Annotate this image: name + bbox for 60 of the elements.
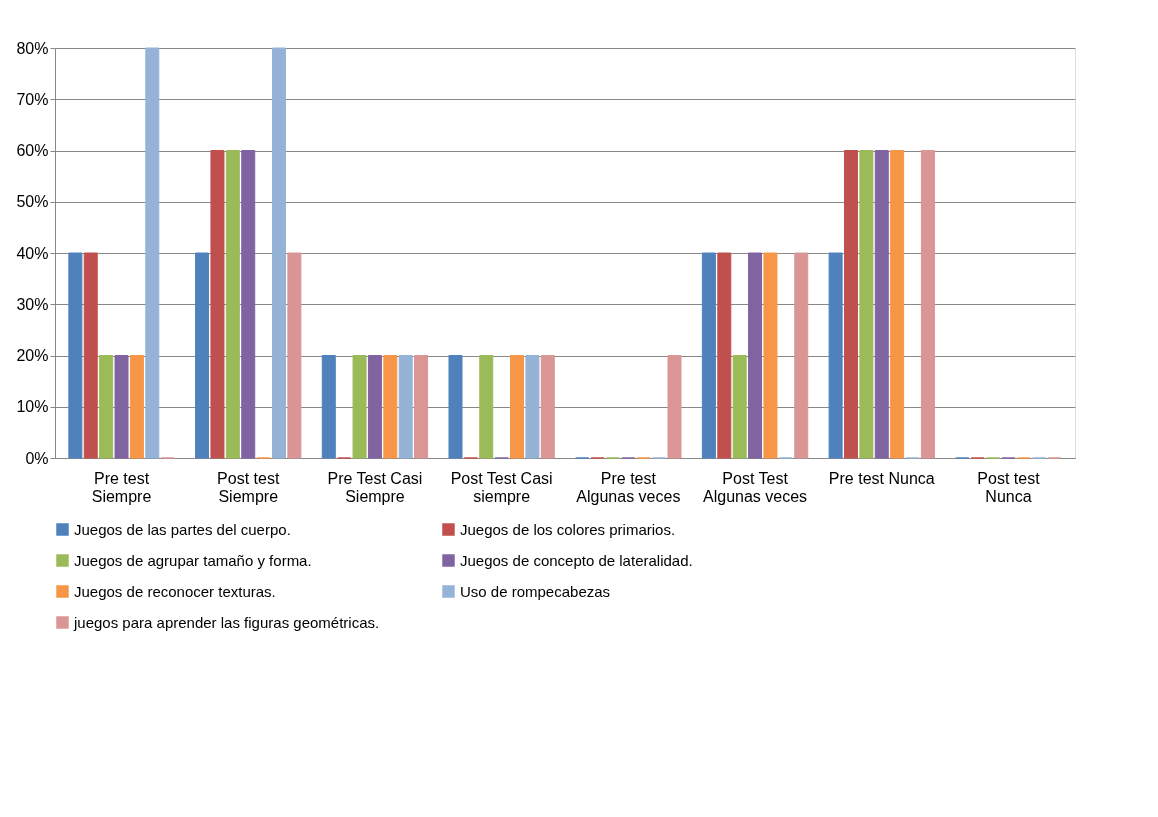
legend-label: Uso de rompecabezas (460, 582, 611, 600)
bar (717, 252, 732, 459)
bar (479, 355, 494, 459)
bar (748, 252, 763, 459)
x-tick-label: Pre Test Casi Siempre (327, 469, 423, 505)
bar (367, 355, 382, 459)
bar (763, 252, 778, 459)
bar (828, 252, 843, 459)
y-tick-label: 0% (25, 449, 49, 467)
y-tick-label: 20% (16, 347, 49, 364)
bar (398, 355, 413, 459)
bar (540, 355, 555, 459)
bar (874, 150, 889, 459)
legend-label: Juegos de las partes del cuerpo. (74, 520, 291, 538)
bar (859, 150, 874, 459)
legend-label: Juegos de concepto de lateralidad. (460, 551, 693, 569)
bar (83, 252, 98, 459)
bar (195, 252, 210, 459)
bar (272, 47, 286, 459)
bar (383, 355, 398, 459)
y-tick-label: 80% (16, 39, 49, 57)
legend-label: Juegos de los colores primarios. (460, 520, 676, 538)
y-tick-label: 60% (16, 142, 49, 159)
bar (920, 150, 935, 459)
bar (225, 150, 240, 459)
bar (145, 47, 160, 459)
x-tick-label: Post Test Algunas veces (703, 469, 808, 505)
bar (114, 355, 129, 459)
bar (732, 355, 747, 459)
x-tick-label: Post Test Casi siempre (450, 469, 553, 505)
bar (352, 355, 367, 459)
bar (510, 355, 525, 459)
bar (287, 252, 302, 459)
y-tick-label: 40% (16, 244, 49, 262)
bar (321, 355, 336, 459)
bar (794, 252, 809, 459)
bar (99, 355, 114, 459)
bar (667, 355, 682, 459)
y-tick-label: 50% (16, 193, 49, 211)
y-tick-label: 10% (16, 398, 49, 416)
x-tick-label: Post test Siempre (217, 469, 280, 505)
x-tick-label: Pre test Algunas veces (576, 469, 681, 505)
y-tick-label: 70% (16, 90, 49, 108)
bar (129, 355, 144, 459)
bar (890, 150, 905, 459)
bar (210, 150, 225, 459)
x-tick-label: Pre test Siempre (91, 469, 152, 505)
legend-label: Juegos de reconocer texturas. (74, 582, 276, 600)
bar (844, 150, 858, 459)
legend-label: juegos para aprender las figuras geométricas. (73, 613, 380, 631)
x-tick-label: Post test Nunca (977, 469, 1041, 505)
legend-label: Juegos de agrupar tamaño y forma. (74, 551, 312, 569)
bar (68, 252, 83, 459)
x-tick-label: Pre test Nunca (828, 469, 935, 487)
y-tick-label: 30% (16, 295, 49, 313)
bar (701, 252, 716, 459)
bar (414, 355, 429, 459)
bar (241, 150, 256, 459)
bar (525, 355, 540, 459)
bar (448, 355, 463, 459)
